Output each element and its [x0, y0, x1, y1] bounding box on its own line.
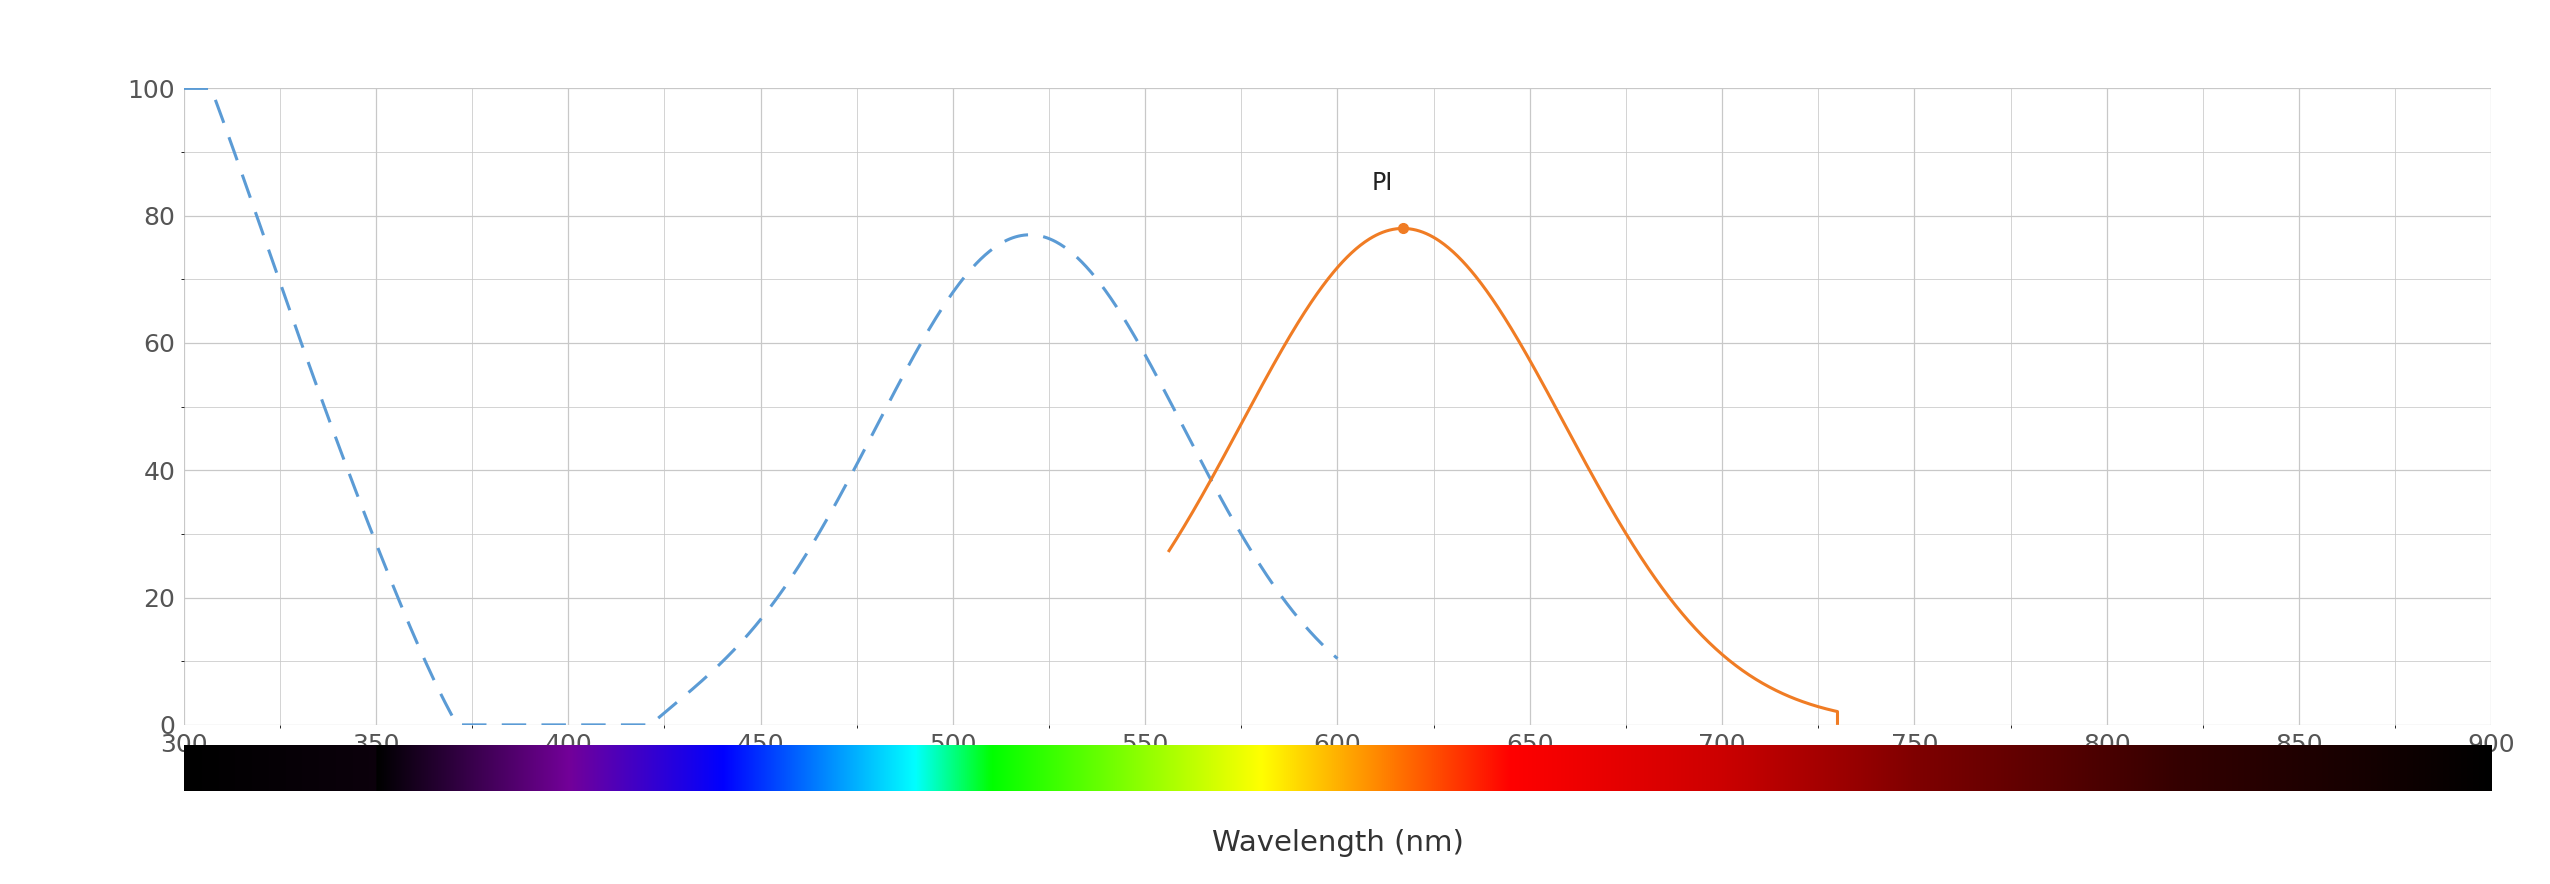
X-axis label: Wavelength (nm): Wavelength (nm): [1211, 829, 1464, 857]
Text: PI: PI: [1372, 171, 1392, 195]
